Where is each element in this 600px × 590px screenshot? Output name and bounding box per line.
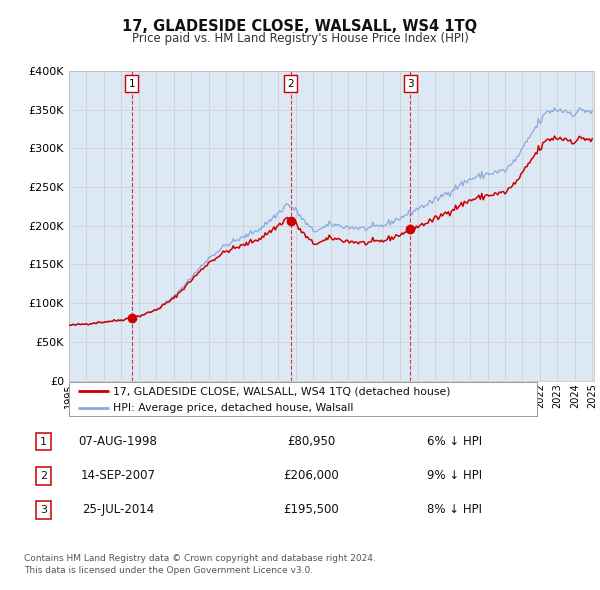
- Text: Price paid vs. HM Land Registry's House Price Index (HPI): Price paid vs. HM Land Registry's House …: [131, 32, 469, 45]
- Text: £195,500: £195,500: [283, 503, 339, 516]
- Text: 8% ↓ HPI: 8% ↓ HPI: [427, 503, 482, 516]
- Text: 1: 1: [128, 78, 135, 88]
- Text: 2: 2: [40, 471, 47, 481]
- Text: 3: 3: [407, 78, 413, 88]
- Text: 6% ↓ HPI: 6% ↓ HPI: [427, 435, 482, 448]
- Text: 9% ↓ HPI: 9% ↓ HPI: [427, 469, 482, 482]
- Text: 3: 3: [40, 505, 47, 515]
- Text: 17, GLADESIDE CLOSE, WALSALL, WS4 1TQ (detached house): 17, GLADESIDE CLOSE, WALSALL, WS4 1TQ (d…: [113, 386, 451, 396]
- Text: HPI: Average price, detached house, Walsall: HPI: Average price, detached house, Wals…: [113, 404, 354, 414]
- Text: 17, GLADESIDE CLOSE, WALSALL, WS4 1TQ: 17, GLADESIDE CLOSE, WALSALL, WS4 1TQ: [122, 19, 478, 34]
- Text: 1: 1: [40, 437, 47, 447]
- Text: 2: 2: [287, 78, 294, 88]
- Text: Contains HM Land Registry data © Crown copyright and database right 2024.
This d: Contains HM Land Registry data © Crown c…: [24, 555, 376, 575]
- Text: 14-SEP-2007: 14-SEP-2007: [80, 469, 155, 482]
- Text: 25-JUL-2014: 25-JUL-2014: [82, 503, 154, 516]
- Text: £80,950: £80,950: [287, 435, 335, 448]
- Text: £206,000: £206,000: [283, 469, 339, 482]
- Text: 07-AUG-1998: 07-AUG-1998: [79, 435, 157, 448]
